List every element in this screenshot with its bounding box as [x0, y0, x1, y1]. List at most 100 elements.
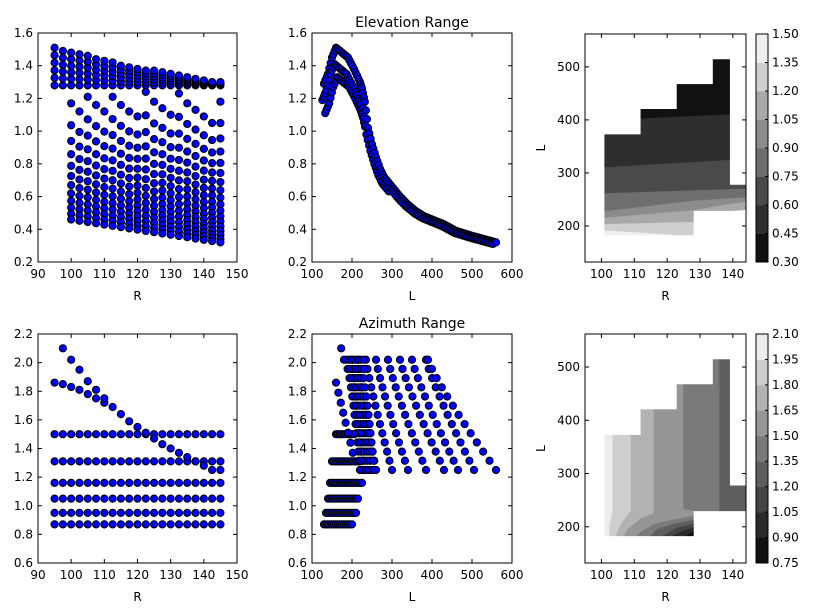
x-tick-label: 300 — [381, 267, 404, 281]
x-tick-label: 90 — [30, 568, 45, 582]
y-tick-label: 1.4 — [14, 442, 33, 456]
y-tick-label: 300 — [557, 166, 580, 180]
colorbar-segment — [756, 461, 768, 488]
data-point — [91, 385, 101, 394]
data-point — [100, 183, 109, 192]
data-point — [216, 520, 225, 529]
data-point — [460, 419, 469, 429]
data-point — [83, 185, 92, 194]
data-point — [216, 238, 225, 247]
data-point — [133, 457, 142, 466]
data-point — [360, 97, 369, 106]
data-point — [133, 64, 142, 74]
data-point — [208, 148, 217, 157]
data-point — [133, 164, 142, 173]
colorbar-segment — [756, 486, 768, 513]
data-point — [371, 355, 381, 364]
data-point — [50, 58, 59, 67]
data-point — [108, 114, 117, 124]
data-point — [418, 456, 427, 465]
colorbar-tick-label: 0.90 — [772, 141, 799, 155]
y-tick-label: 1.6 — [14, 413, 33, 427]
x-axis-label: L — [409, 289, 416, 303]
data-point — [208, 457, 217, 466]
data-point — [183, 147, 192, 156]
data-point — [141, 111, 150, 120]
colorbar-tick-label: 0.45 — [772, 227, 799, 241]
data-point — [125, 127, 134, 136]
data-point — [91, 180, 101, 189]
data-point — [58, 46, 67, 56]
data-point — [398, 364, 407, 374]
x-tick-label: 110 — [93, 267, 116, 281]
data-point — [75, 365, 84, 374]
data-point — [108, 184, 117, 193]
data-point — [108, 430, 117, 439]
data-point — [67, 382, 76, 392]
data-point — [386, 364, 395, 374]
data-point — [67, 196, 76, 205]
x-tick-label: 200 — [341, 267, 364, 281]
data-point — [453, 465, 463, 475]
data-point — [67, 99, 76, 108]
colorbar-tick-label: 1.05 — [772, 113, 799, 127]
y-tick-label: 1.2 — [14, 91, 33, 105]
data-point — [404, 383, 414, 392]
data-point — [421, 465, 431, 475]
colorbar-segment — [756, 233, 768, 263]
data-point — [141, 183, 150, 193]
data-point — [368, 447, 377, 456]
data-point — [183, 185, 192, 194]
data-point — [411, 401, 421, 410]
data-point — [108, 130, 117, 140]
data-point — [67, 520, 76, 529]
colorbar-tick-label: 1.80 — [772, 378, 799, 392]
data-point — [452, 429, 461, 438]
data-point — [388, 374, 397, 383]
data-point — [125, 494, 134, 503]
data-point — [397, 447, 407, 456]
axes-frame — [311, 32, 513, 263]
data-point — [100, 127, 109, 136]
data-point — [407, 355, 417, 364]
data-point — [443, 392, 452, 401]
data-point — [67, 150, 76, 159]
data-point — [67, 161, 76, 170]
data-point — [133, 181, 142, 190]
data-point — [83, 520, 92, 529]
data-point — [50, 43, 59, 52]
data-point — [400, 456, 410, 465]
azimuth-contour: 100 110 120 130 140 200 300 400 500 R L 0.75 0.90 1.0… — [534, 327, 799, 604]
y-tick-label: 0.8 — [288, 527, 307, 541]
data-point — [199, 235, 208, 244]
data-point — [83, 430, 92, 439]
data-point — [141, 428, 150, 437]
data-point — [199, 166, 208, 175]
data-point — [351, 508, 361, 518]
y-tick-label: 1.6 — [288, 413, 307, 427]
data-point — [199, 461, 208, 470]
x-tick-label: 110 — [623, 568, 646, 582]
data-point — [183, 494, 192, 503]
colorbar-tick-label: 0.60 — [772, 198, 799, 212]
data-point — [439, 401, 448, 410]
data-point — [133, 422, 142, 432]
x-tick-label: 130 — [689, 267, 712, 281]
data-point — [183, 168, 192, 177]
elevation-contour: 100 110 120 130 140 200 300 400 500 R L 0.30 0.45 0.6… — [534, 27, 799, 303]
data-point — [380, 392, 390, 401]
data-point — [191, 125, 200, 134]
y-tick-label: 2.2 — [14, 327, 33, 341]
data-point — [158, 457, 167, 466]
data-point — [91, 195, 101, 204]
data-point — [191, 508, 200, 518]
data-point — [67, 181, 76, 190]
colorbar-segment — [756, 62, 768, 92]
data-point — [432, 419, 441, 429]
data-point — [125, 417, 134, 426]
data-point — [174, 192, 184, 202]
data-point — [116, 478, 126, 487]
data-point — [383, 355, 393, 364]
y-tick-label: 0.6 — [14, 190, 33, 204]
y-tick-label: 0.4 — [14, 222, 33, 236]
